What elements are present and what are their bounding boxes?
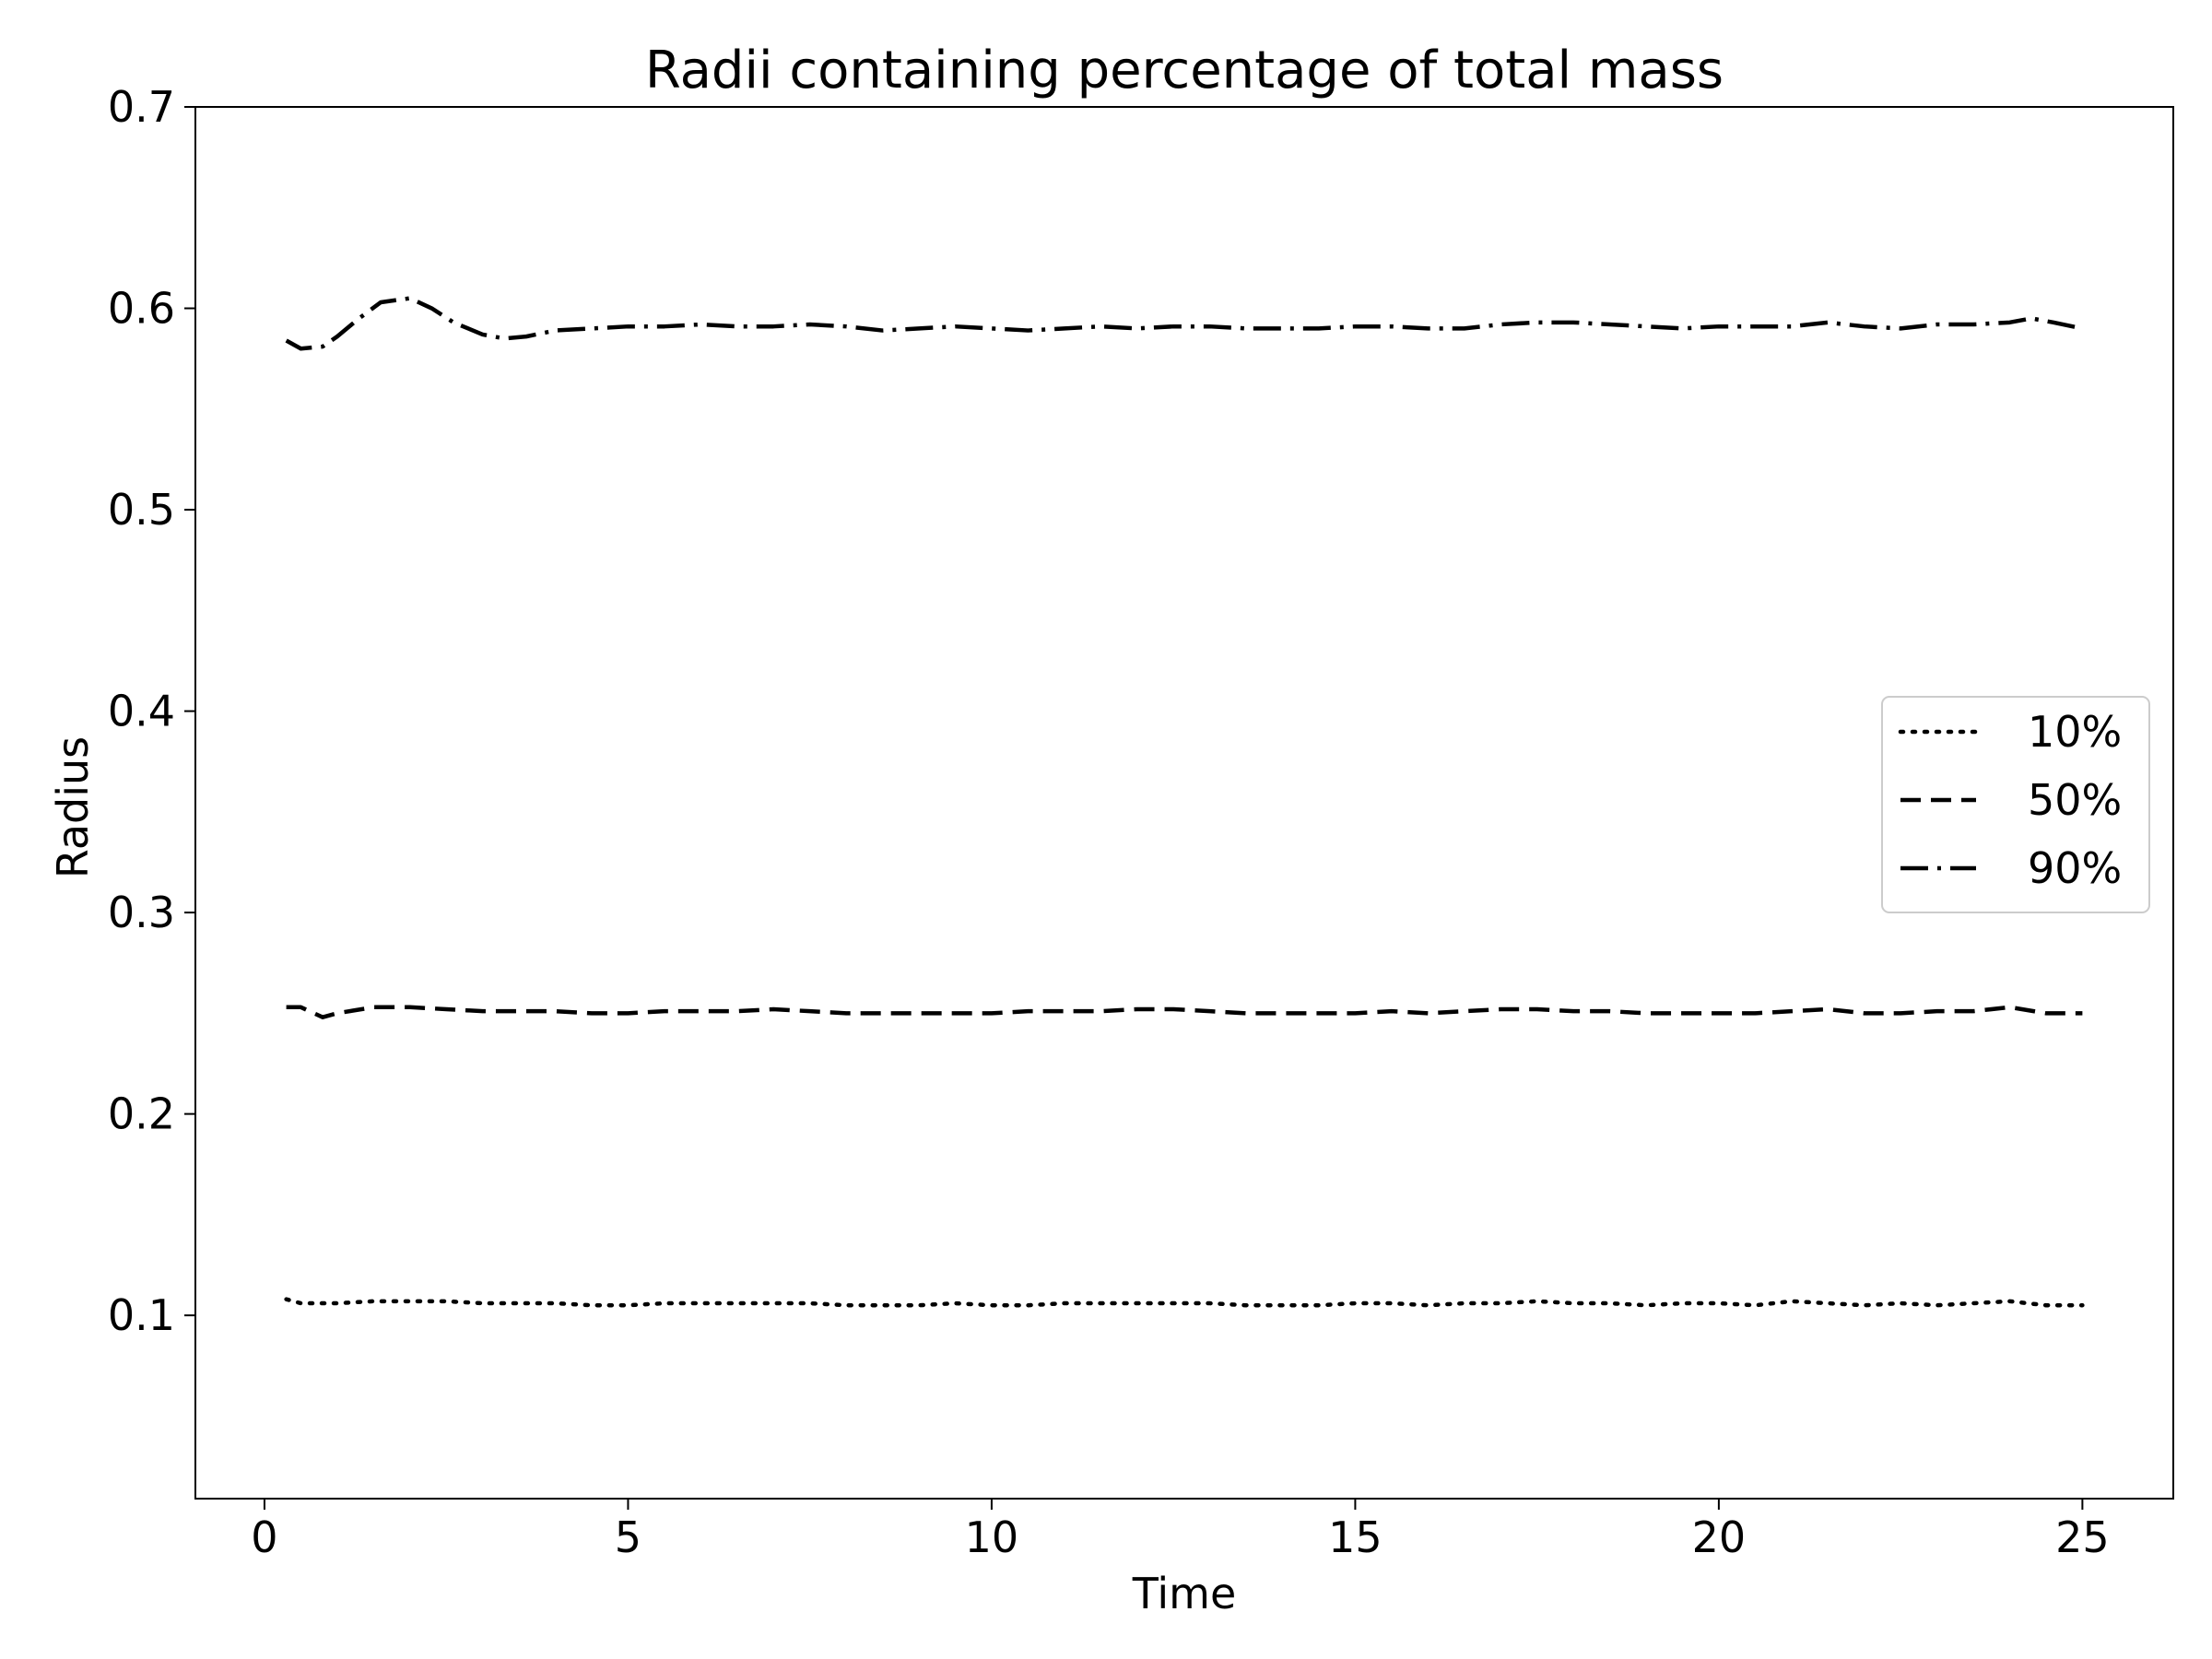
- x-tick-label: 10: [965, 1512, 1019, 1562]
- plot-frame: [194, 106, 2174, 1500]
- legend-label: 90%: [2028, 843, 2122, 893]
- y-tick-label: 0.3: [108, 888, 175, 937]
- plot-layer: [284, 296, 2085, 1308]
- series-line-10-percent: [284, 1297, 2085, 1308]
- y-tick-label: 0.1: [108, 1290, 175, 1340]
- series-line-90-percent: [285, 296, 2083, 351]
- y-axis-label: Radius: [48, 736, 98, 878]
- x-tick-label: 0: [251, 1512, 277, 1562]
- x-tick-label: 25: [2055, 1512, 2110, 1562]
- x-tick-label: 15: [1328, 1512, 1382, 1562]
- legend-box: [1881, 696, 2150, 913]
- legend-label: 50%: [2028, 775, 2122, 825]
- y-tick-label: 0.5: [108, 485, 175, 535]
- axes-layer: 0 5 10 15 20 25 0.1 0.2 0.3 0.4 0.5 0.6 0.7: [108, 82, 2174, 1562]
- y-tick-label: 0.4: [108, 687, 175, 736]
- series-line-50-percent: [286, 1005, 2083, 1019]
- x-tick-label: 5: [615, 1512, 641, 1562]
- x-tick-label: 20: [1692, 1512, 1747, 1562]
- chart-title: Radii containing percentage of total mas…: [645, 41, 1724, 100]
- x-axis-label: Time: [1132, 1569, 1237, 1618]
- y-tick-label: 0.6: [108, 284, 175, 334]
- legend-label: 10%: [2028, 707, 2122, 757]
- y-tick-label: 0.7: [108, 82, 175, 132]
- y-tick-label: 0.2: [108, 1089, 175, 1139]
- legend: 10% 50% 90%: [1881, 696, 2150, 913]
